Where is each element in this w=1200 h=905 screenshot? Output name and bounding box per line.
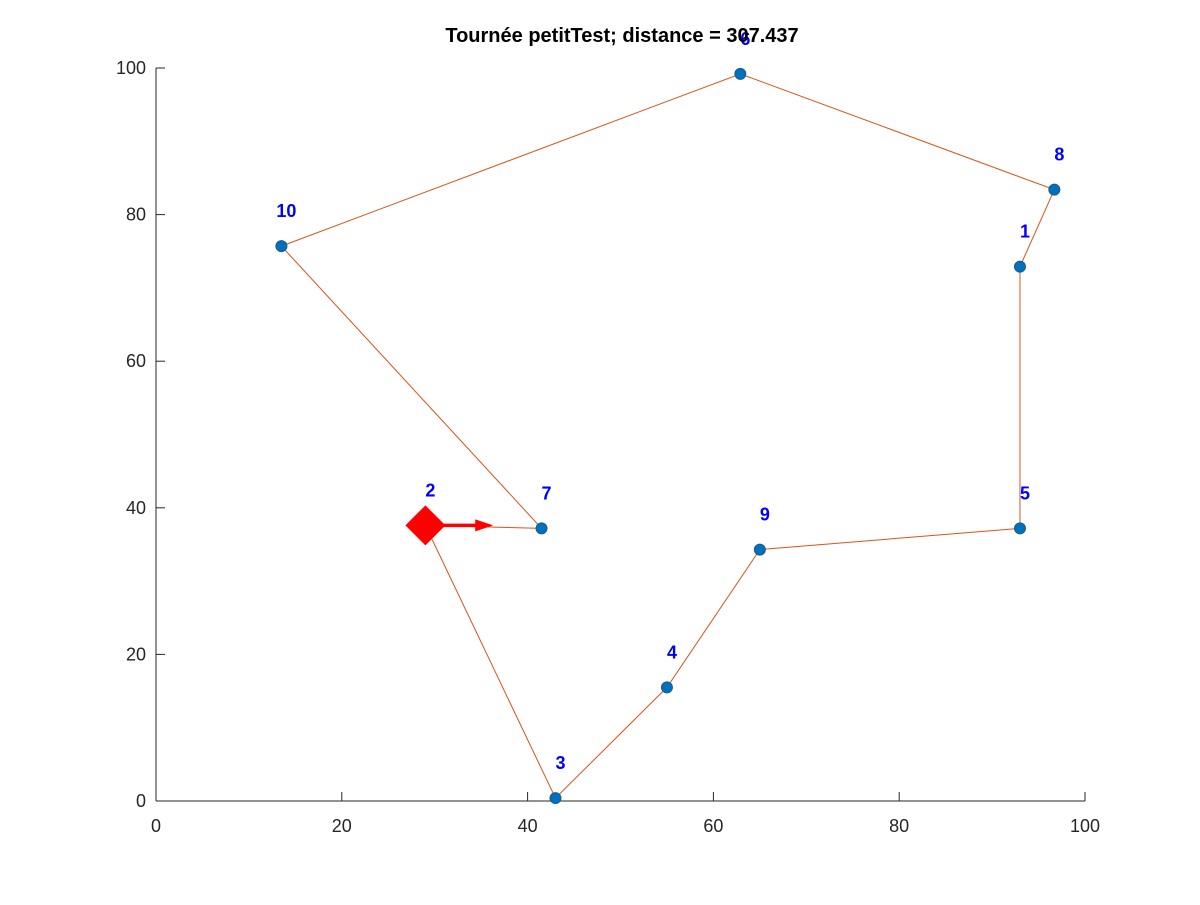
data-point xyxy=(1013,260,1026,273)
axes: 0 20 40 60 80 100 0 20 40 60 80 100 xyxy=(116,58,1100,836)
point-label: 5 xyxy=(1020,483,1030,503)
x-tick-label: 80 xyxy=(889,816,909,836)
point-label: 10 xyxy=(276,201,296,221)
point-label: 3 xyxy=(555,753,565,773)
data-point xyxy=(734,67,747,80)
x-tick-label: 100 xyxy=(1070,816,1100,836)
data-point xyxy=(1013,522,1026,535)
y-tick-label: 60 xyxy=(126,351,146,371)
point-label: 4 xyxy=(667,642,677,662)
data-point xyxy=(275,240,288,253)
point-label: 2 xyxy=(425,480,435,500)
point-label: 8 xyxy=(1054,145,1064,165)
data-point xyxy=(549,792,562,805)
y-tick-label: 0 xyxy=(136,791,146,811)
point-label: 1 xyxy=(1020,222,1030,242)
y-tick-label: 40 xyxy=(126,498,146,518)
data-point xyxy=(535,522,548,535)
data-point xyxy=(1048,183,1061,196)
x-tick-label: 40 xyxy=(518,816,538,836)
x-tick-label: 60 xyxy=(703,816,723,836)
data-point xyxy=(753,543,766,556)
point-label: 6 xyxy=(740,29,750,49)
direction-arrow-head xyxy=(475,519,494,532)
x-tick-label: 0 xyxy=(151,816,161,836)
y-tick-label: 80 xyxy=(126,205,146,225)
point-label: 9 xyxy=(760,505,770,525)
data-point xyxy=(660,681,673,694)
start-marker-group xyxy=(405,505,494,546)
x-tick-label: 20 xyxy=(332,816,352,836)
point-labels: 1 2 3 4 5 6 7 8 9 10 xyxy=(276,29,1064,773)
y-tick-label: 20 xyxy=(126,644,146,664)
chart-title: Tournée petitTest; distance = 307.437 xyxy=(445,25,798,47)
y-tick-label: 100 xyxy=(116,58,146,78)
point-label: 7 xyxy=(542,483,552,503)
